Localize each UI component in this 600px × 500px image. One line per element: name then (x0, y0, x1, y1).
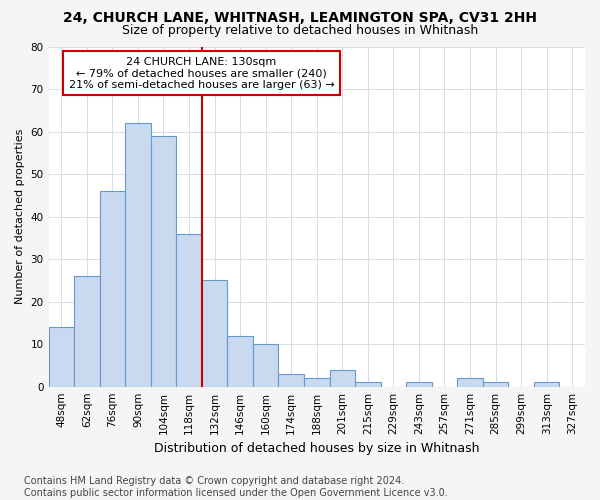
Bar (534, 382, 559, 386)
Bar (278, 374, 304, 386)
Bar (74, 276, 100, 386)
Bar (49, 327, 74, 386)
Bar (355, 382, 380, 386)
Bar (125, 123, 151, 386)
Bar (100, 191, 125, 386)
Bar (457, 378, 483, 386)
Text: 24, CHURCH LANE, WHITNASH, LEAMINGTON SPA, CV31 2HH: 24, CHURCH LANE, WHITNASH, LEAMINGTON SP… (63, 12, 537, 26)
Bar (151, 136, 176, 386)
Bar (483, 382, 508, 386)
Bar (176, 234, 202, 386)
Bar (202, 280, 227, 386)
Bar (329, 370, 355, 386)
Bar (406, 382, 432, 386)
Bar (227, 336, 253, 386)
Text: Contains HM Land Registry data © Crown copyright and database right 2024.
Contai: Contains HM Land Registry data © Crown c… (24, 476, 448, 498)
Bar (253, 344, 278, 387)
Text: Size of property relative to detached houses in Whitnash: Size of property relative to detached ho… (122, 24, 478, 37)
Y-axis label: Number of detached properties: Number of detached properties (15, 129, 25, 304)
Text: 24 CHURCH LANE: 130sqm
← 79% of detached houses are smaller (240)
21% of semi-de: 24 CHURCH LANE: 130sqm ← 79% of detached… (68, 56, 334, 90)
X-axis label: Distribution of detached houses by size in Whitnash: Distribution of detached houses by size … (154, 442, 479, 455)
Bar (304, 378, 329, 386)
